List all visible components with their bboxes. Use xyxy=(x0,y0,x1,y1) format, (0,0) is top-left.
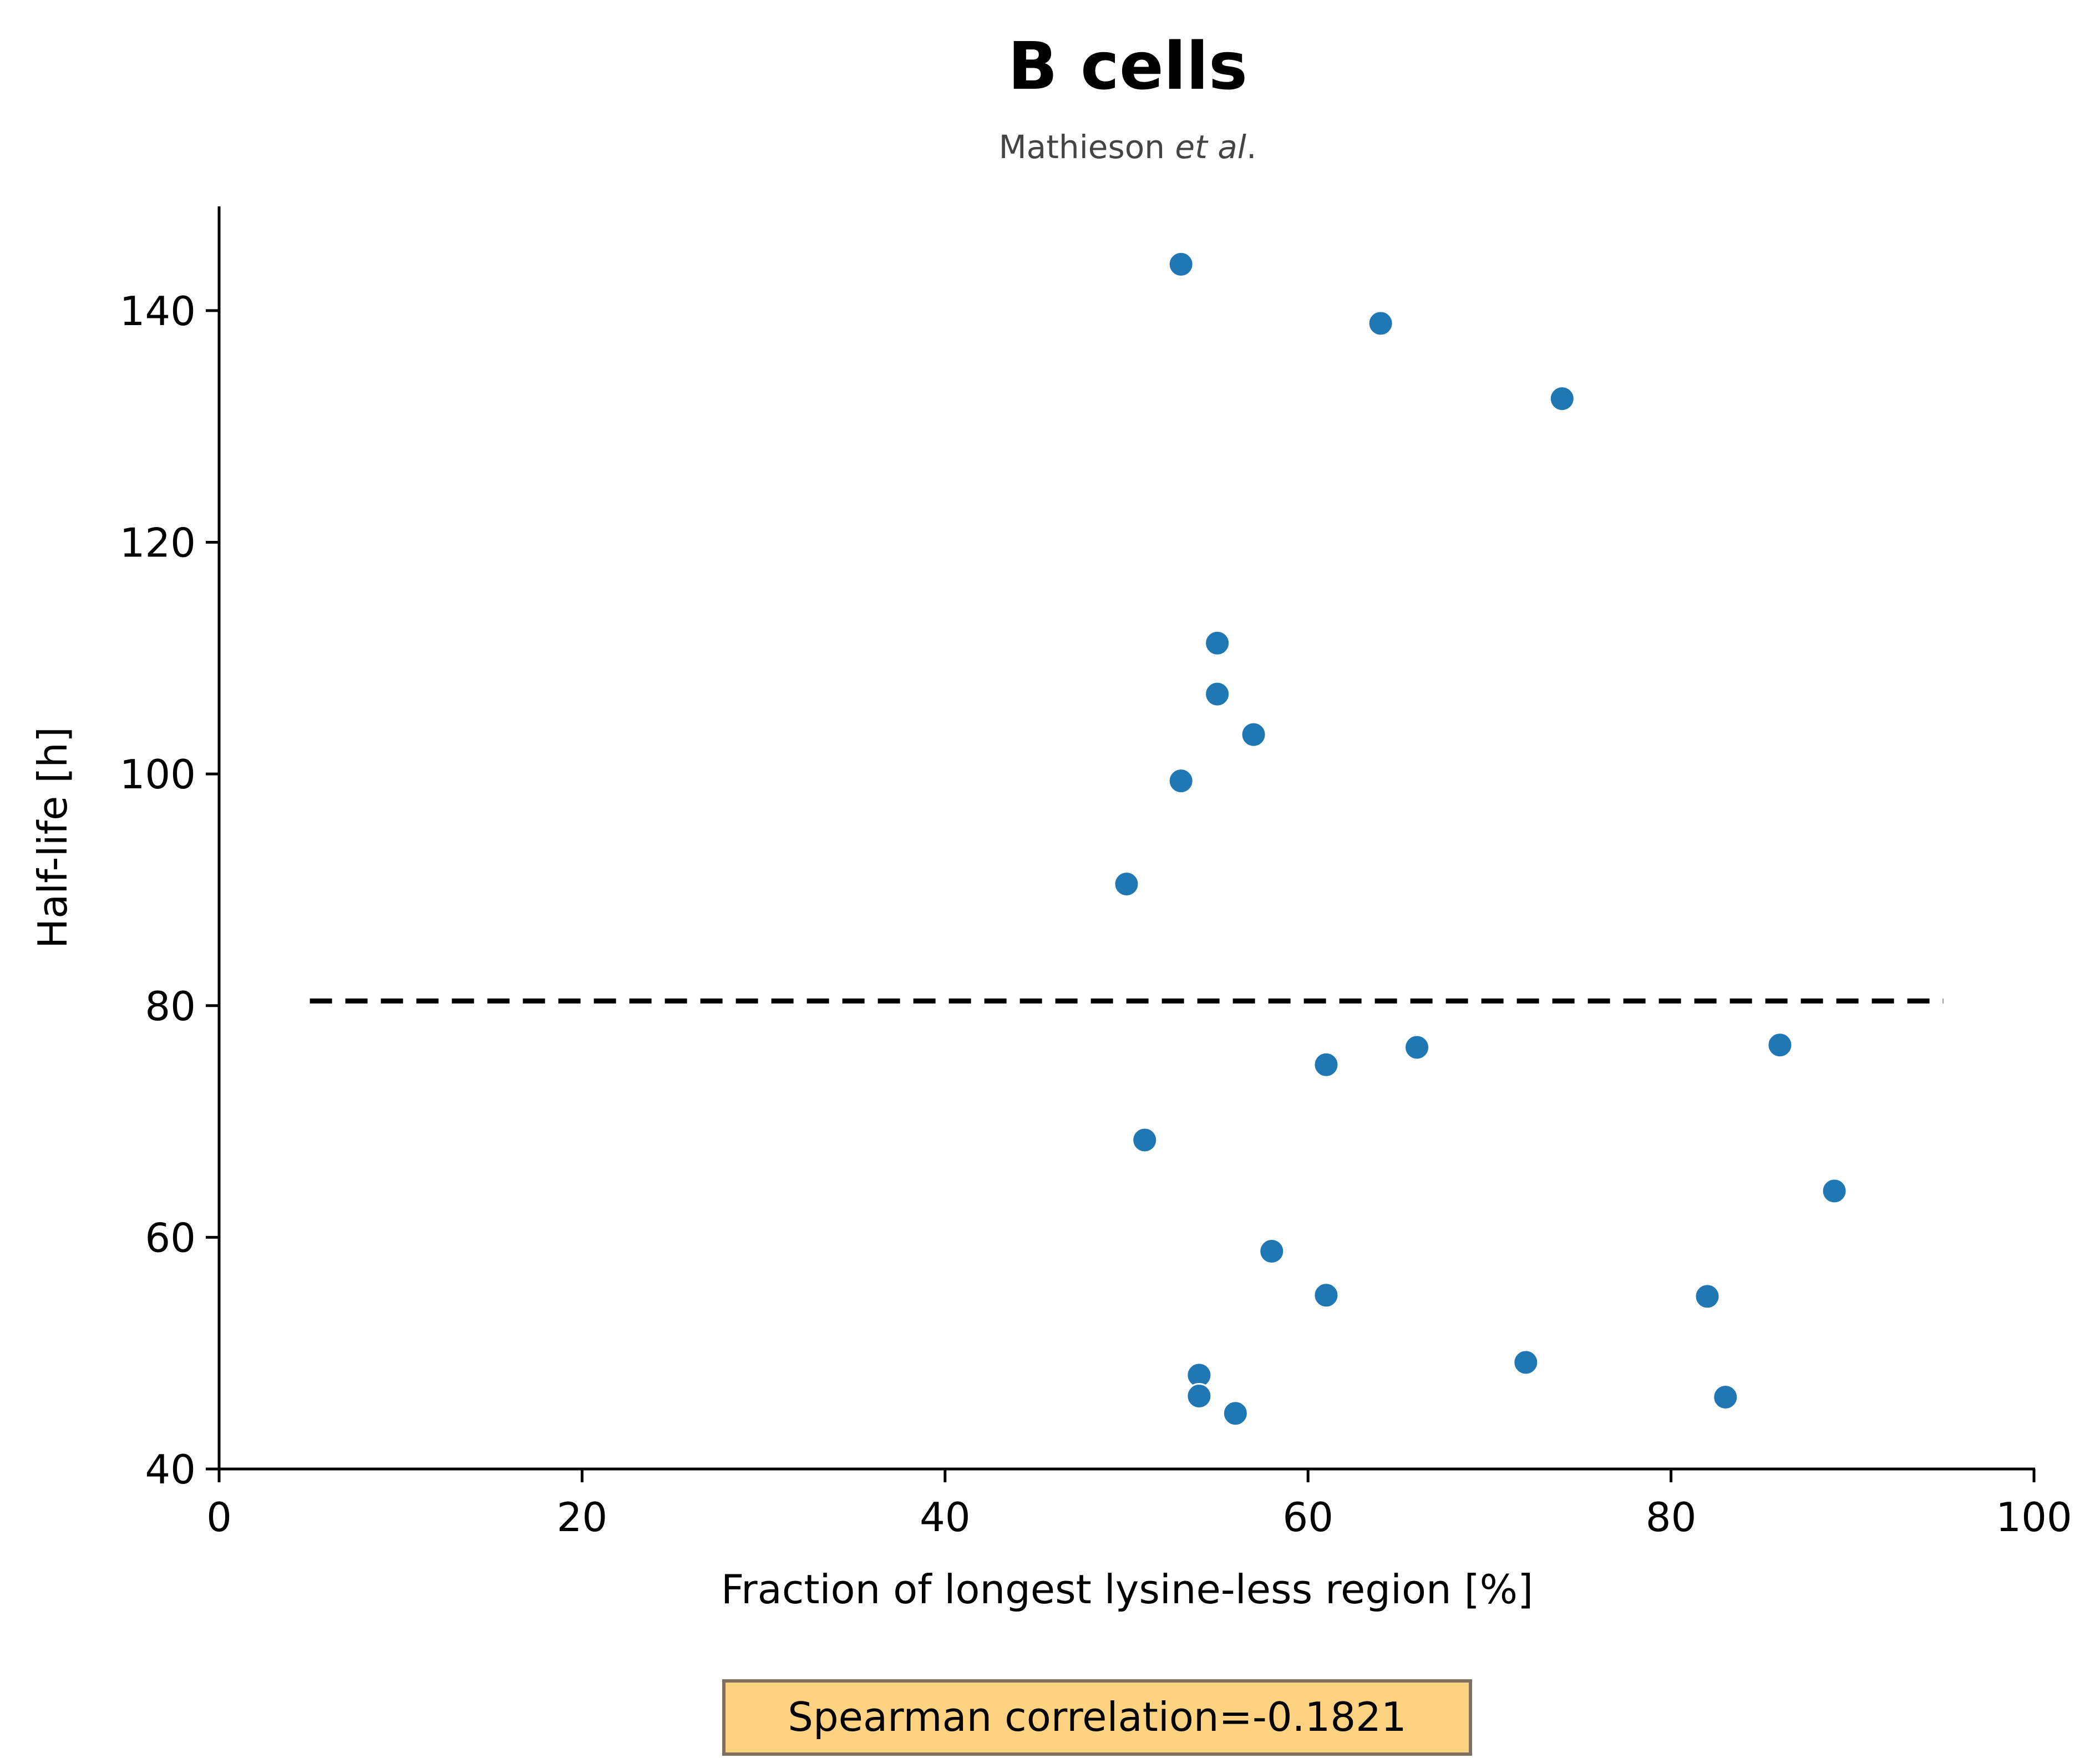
data-point-5 xyxy=(1240,721,1267,748)
x-axis-label: Fraction of longest lysine-less region [… xyxy=(721,1566,1533,1613)
data-point-16 xyxy=(1513,1349,1539,1376)
annotation-text: Spearman correlation=-0.1821 xyxy=(788,1694,1407,1740)
subtitle-etal: et al xyxy=(1175,128,1246,166)
x-tick-label: 60 xyxy=(1282,1494,1333,1541)
y-tick-label: 140 xyxy=(120,288,196,335)
data-points xyxy=(1113,251,1848,1427)
data-point-1 xyxy=(1367,310,1394,337)
subtitle-period: . xyxy=(1246,128,1256,166)
data-point-2 xyxy=(1549,386,1575,412)
chart-title: B cells xyxy=(1008,28,1247,104)
annotation-box xyxy=(722,1679,1472,1756)
data-point-7 xyxy=(1113,871,1140,898)
chart-subtitle: Mathieson et al. xyxy=(999,128,1257,166)
x-tick-label: 80 xyxy=(1646,1494,1697,1541)
data-point-11 xyxy=(1132,1127,1158,1153)
data-point-8 xyxy=(1404,1034,1431,1061)
data-point-20 xyxy=(1222,1400,1249,1427)
data-point-14 xyxy=(1313,1282,1340,1309)
y-tick-label: 60 xyxy=(145,1214,196,1261)
data-point-12 xyxy=(1821,1178,1848,1204)
data-point-4 xyxy=(1204,681,1231,707)
y-axis-label: Half-life [h] xyxy=(29,727,76,949)
data-point-6 xyxy=(1168,768,1194,794)
data-point-18 xyxy=(1186,1382,1213,1409)
subtitle-author: Mathieson xyxy=(999,128,1175,166)
y-tick-label: 100 xyxy=(120,751,196,798)
data-point-10 xyxy=(1313,1051,1340,1078)
x-tick-label: 0 xyxy=(206,1494,232,1541)
data-point-0 xyxy=(1168,251,1194,277)
x-tick-label: 100 xyxy=(1996,1494,2072,1541)
data-point-9 xyxy=(1767,1032,1793,1058)
x-tick-label: 20 xyxy=(557,1494,608,1541)
y-tick-label: 80 xyxy=(145,983,196,1030)
data-point-19 xyxy=(1712,1384,1739,1411)
y-tick-label: 120 xyxy=(120,520,196,566)
x-tick-label: 40 xyxy=(920,1494,971,1541)
data-point-13 xyxy=(1259,1238,1285,1264)
x-ticks: 0 20 40 60 80 100 xyxy=(206,1469,2072,1541)
data-point-15 xyxy=(1694,1283,1721,1310)
y-tick-label: 40 xyxy=(145,1446,196,1493)
data-point-3 xyxy=(1204,630,1231,656)
y-ticks: 40 60 80 100 120 140 xyxy=(120,288,219,1493)
